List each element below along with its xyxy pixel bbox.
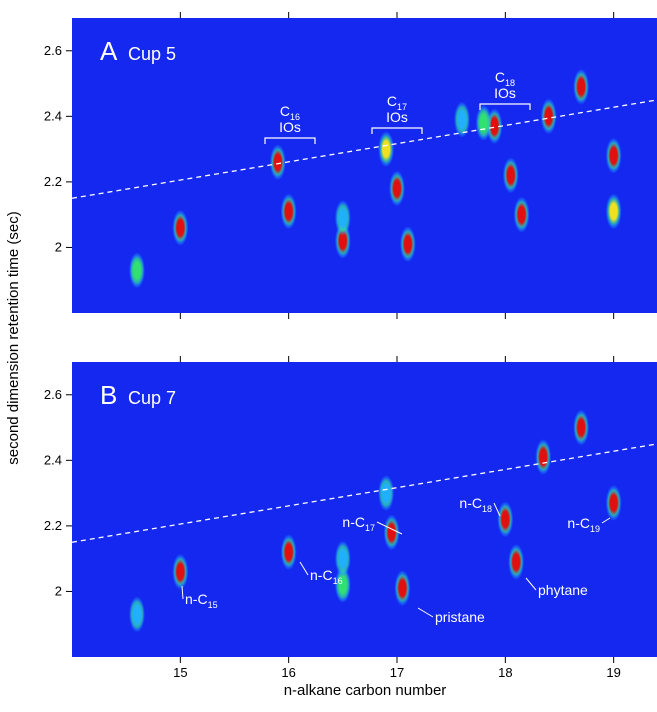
peak <box>280 193 297 230</box>
x-tick-label: 18 <box>498 665 512 680</box>
peak <box>383 514 400 551</box>
plot-background <box>72 362 657 657</box>
x-tick-label: 15 <box>173 665 187 680</box>
leader-line <box>601 517 611 524</box>
peak <box>399 226 416 263</box>
leader-line <box>493 502 501 517</box>
peak <box>389 170 405 207</box>
peak <box>605 137 622 174</box>
peak <box>535 439 552 476</box>
peak-label-text: n-C <box>310 567 333 583</box>
peak-label: n-C19 <box>567 515 600 534</box>
peak <box>508 543 525 580</box>
y-tick-label: 2.2 <box>44 518 62 533</box>
peak-label-text: n-C <box>342 514 365 530</box>
y-tick-label: 2.6 <box>44 387 62 402</box>
peak-label-text: n-C <box>459 495 482 511</box>
x-axis-label: n-alkane carbon number <box>284 682 447 699</box>
peak <box>334 540 351 577</box>
y-tick-label: 2.6 <box>44 43 62 58</box>
bracket-label-line2: IOs <box>386 109 408 125</box>
peak <box>378 475 395 512</box>
peak <box>502 157 519 194</box>
y-tick-label: 2 <box>55 239 62 254</box>
peak-label-text: n-C <box>185 591 208 607</box>
bracket-label-text: C <box>387 93 397 109</box>
peak <box>573 68 590 105</box>
panel-letter: B <box>100 380 117 410</box>
bracket-label-sub: 17 <box>397 102 407 112</box>
peak <box>540 98 557 135</box>
bracket <box>479 103 531 110</box>
peak <box>129 252 145 289</box>
peak <box>334 566 351 603</box>
peak <box>454 101 470 138</box>
peak-label: n-C15 <box>185 591 218 610</box>
leader-line <box>181 585 184 600</box>
peak <box>394 570 411 607</box>
peak-label-sub: 19 <box>590 524 600 534</box>
x-tick-label: 16 <box>281 665 295 680</box>
panel-title: Cup 5 <box>128 44 176 64</box>
peak <box>475 104 492 141</box>
panel-letter: A <box>100 36 118 66</box>
peak-label: pristane <box>435 609 485 625</box>
panel-title: Cup 7 <box>128 388 176 408</box>
peak <box>129 596 145 633</box>
leader-line <box>376 521 403 535</box>
x-tick-label: 19 <box>606 665 620 680</box>
x-tick-label: 17 <box>390 665 404 680</box>
peak <box>172 209 189 246</box>
peak-label-text: phytane <box>538 582 588 598</box>
bracket-label-text: C <box>495 69 505 85</box>
leader-line <box>525 577 537 591</box>
peak-label: phytane <box>538 582 588 598</box>
peak <box>334 199 351 236</box>
peak <box>497 501 514 538</box>
plot-background <box>72 18 657 313</box>
bracket-label-text: C <box>280 103 290 119</box>
peak <box>280 534 297 571</box>
peak-label: n-C17 <box>342 514 375 533</box>
bracket-label: C17 <box>387 93 407 112</box>
y-tick-label: 2 <box>55 583 62 598</box>
bracket <box>264 137 316 144</box>
y-axis-label: second dimension retention time (sec) <box>5 211 22 464</box>
bracket <box>371 127 423 134</box>
peak <box>172 553 189 590</box>
leader-line <box>417 607 434 618</box>
bracket-label-sub: 16 <box>290 112 300 122</box>
peak-label: n-C18 <box>459 495 492 514</box>
peak-label-sub: 18 <box>482 504 492 514</box>
bracket-label-line2: IOs <box>494 85 516 101</box>
peak <box>573 409 590 446</box>
y-tick-label: 2.4 <box>44 452 62 467</box>
y-tick-label: 2.4 <box>44 108 62 123</box>
bracket-label-line2: IOs <box>279 119 301 135</box>
peak-label-text: pristane <box>435 609 485 625</box>
peak-label: n-C16 <box>310 567 343 586</box>
peak <box>378 131 395 168</box>
peak-label-text: n-C <box>567 515 590 531</box>
peak-label-sub: 17 <box>365 523 375 533</box>
y-tick-label: 2.2 <box>44 174 62 189</box>
peak <box>513 196 530 233</box>
peak <box>605 484 622 521</box>
bracket-label-sub: 18 <box>505 78 515 88</box>
leader-line <box>299 561 309 576</box>
peak <box>269 144 286 181</box>
peak-label-sub: 16 <box>333 576 343 586</box>
bracket-label: C18 <box>495 69 515 88</box>
peak <box>605 193 622 230</box>
peak-label-sub: 15 <box>208 600 218 610</box>
bracket-label: C16 <box>280 103 300 122</box>
